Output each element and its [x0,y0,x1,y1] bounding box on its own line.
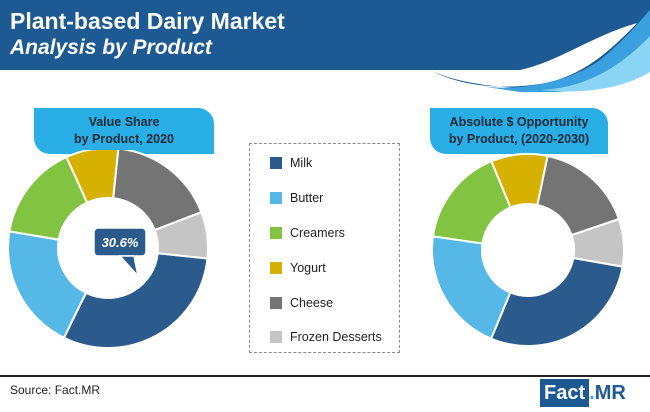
legend-swatch [270,192,282,204]
legend-label: Milk [290,156,313,170]
legend-swatch [270,262,282,274]
logo-mr: MR [594,382,626,404]
slice-milk [489,256,624,347]
slice-milk [62,252,209,349]
donut-chart-value-share: 30.6% [7,150,209,349]
legend-item-creamers: Creamers [270,226,345,240]
source-note: Source: Fact.MR [10,383,101,397]
chart-title-value-share: Value Share by Product, 2020 [34,108,214,154]
legend-label: Yogurt [290,261,326,275]
slice-butter [431,235,512,340]
logo-fact: Fact [540,379,590,407]
legend-item-cheese: Cheese [270,296,333,310]
chart-title-line: by Product, (2020-2030) [448,132,590,146]
legend-label: Frozen Desserts [290,330,382,344]
chart-title-line: Absolute $ Opportunity [449,115,589,129]
donut-chart-absolute-opportunity [431,153,625,347]
legend-swatch [270,331,282,343]
legend-label: Cheese [290,296,334,310]
slice-butter [7,230,88,340]
legend: Milk Butter Creamers Yogurt Cheese Froze… [249,143,400,353]
callout-milk-share: 30.6% [93,227,147,279]
legend-swatch [270,157,282,169]
callout-pointer [118,255,140,279]
slice-frozen-desserts [570,217,625,268]
legend-item-milk: Milk [270,156,312,170]
legend-swatch [270,227,282,239]
chart-title-line: by Product, 2020 [73,132,175,146]
slice-yogurt [65,150,120,204]
footer-divider [0,375,650,377]
page-title: Plant-based Dairy Market [10,8,285,34]
legend-item-yogurt: Yogurt [270,261,326,275]
chart-title-line: Value Share [88,115,160,129]
logo-dot: . [589,382,595,404]
legend-item-butter: Butter [270,191,323,205]
legend-label: Butter [290,191,324,205]
factmr-logo: Fact . MR [540,378,646,408]
chart-title-absolute-opportunity: Absolute $ Opportunity by Product, (2020… [430,108,608,154]
slice-frozen-desserts [153,210,209,260]
header-banner [0,0,650,92]
legend-swatch [270,297,282,309]
page-subtitle: Analysis by Product [10,36,212,59]
legend-label: Creamers [290,226,345,240]
callout-label: 30.6% [102,235,139,250]
legend-item-frozen-desserts: Frozen Desserts [270,330,382,344]
